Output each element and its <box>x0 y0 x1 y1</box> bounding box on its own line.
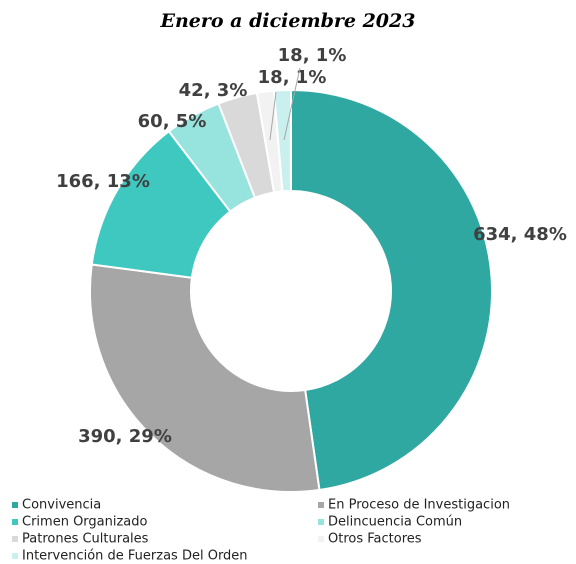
chart-title: Enero a diciembre 2023 <box>160 10 416 32</box>
data-label: 390, 29% <box>78 426 172 447</box>
slice <box>89 263 321 493</box>
legend-label: En Proceso de Investigacion <box>328 498 510 513</box>
legend-swatch <box>12 553 18 559</box>
data-label: 166, 13% <box>56 171 150 192</box>
slice <box>272 88 292 193</box>
legend-swatch <box>12 519 18 525</box>
legend-label: Otros Factores <box>328 532 422 547</box>
legend-label: Crimen Organizado <box>22 515 148 530</box>
legend-label: Delincuencia Común <box>328 515 462 530</box>
data-label: 42, 3% <box>179 80 248 101</box>
legend-label: Intervención de Fuerzas Del Orden <box>22 549 248 564</box>
legend-label: Convivencia <box>22 498 101 513</box>
data-label: 60, 5% <box>138 111 207 132</box>
legend-label: Patrones Culturales <box>22 532 149 547</box>
legend-swatch <box>12 536 18 542</box>
leader-line <box>283 67 301 141</box>
legend-swatch <box>318 519 324 525</box>
legend-swatch <box>318 502 324 508</box>
slice <box>290 88 493 492</box>
data-label: 18, 1% <box>258 67 327 88</box>
data-label: 634, 48% <box>473 224 567 245</box>
data-label: 18, 1% <box>278 45 347 66</box>
legend-swatch <box>318 536 324 542</box>
legend-swatch <box>12 502 18 508</box>
leader-line <box>269 91 277 141</box>
